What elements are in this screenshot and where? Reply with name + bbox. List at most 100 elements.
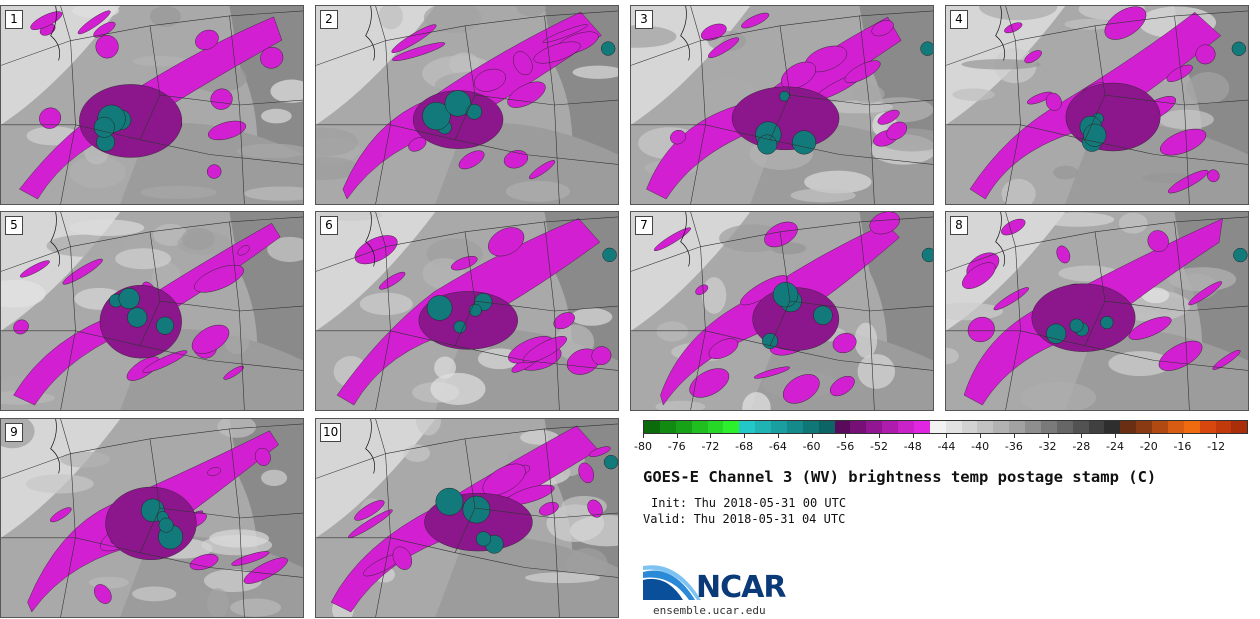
colorbar-segment <box>945 421 962 433</box>
colorbar-segment <box>866 421 883 433</box>
colorbar-segment <box>1136 421 1152 433</box>
valid-time: Valid: Thu 2018-05-31 04 UTC <box>643 512 846 526</box>
colorbar-segment <box>1088 421 1105 433</box>
member-panel: 10 <box>315 418 619 618</box>
colorbar-tick-mark <box>1047 434 1049 438</box>
member-number: 4 <box>950 10 968 29</box>
colorbar-tick-label: -40 <box>971 440 990 453</box>
colorbar-tick-mark <box>643 434 644 438</box>
brightness-temp-map <box>631 6 933 204</box>
brightness-temp-map <box>946 212 1248 410</box>
member-number: 8 <box>950 216 968 235</box>
colorbar-segment <box>771 421 787 433</box>
colorbar-tick-mark <box>1081 434 1083 438</box>
brightness-temp-map <box>316 212 618 410</box>
colorbar-tick-mark <box>676 434 678 438</box>
colorbar-segment <box>850 421 867 433</box>
colorbar-segment <box>1056 421 1073 433</box>
colorbar-tick-label: -52 <box>870 440 888 453</box>
colorbar-tick-label: -28 <box>1072 440 1091 453</box>
brightness-temp-map <box>1 419 303 617</box>
colorbar-tick-label: -16 <box>1173 440 1192 453</box>
colorbar-tick-label: -20 <box>1139 440 1158 453</box>
colorbar-tick-label: -60 <box>802 440 821 453</box>
colorbar-segment <box>707 421 724 433</box>
colorbar-ticks: -80 -76 -72 -68 -64 -60 -56 -52 -48 -44 -40 -36 -32 -… <box>634 434 1248 454</box>
colorbar-segment <box>1215 421 1232 433</box>
member-number: 6 <box>320 216 338 235</box>
colorbar-segment <box>786 421 803 433</box>
colorbar-segment <box>1120 421 1137 433</box>
colorbar-tick-mark <box>811 434 813 438</box>
plot-title: GOES-E Channel 3 (WV) brightness temp po… <box>643 468 1157 486</box>
colorbar-tick-label: -68 <box>735 440 754 453</box>
colorbar-segment <box>929 421 946 433</box>
member-panel: 2 <box>315 5 619 205</box>
colorbar-segment <box>961 421 978 433</box>
colorbar-tick-label: -32 <box>1038 440 1057 453</box>
colorbar-tick-label: -64 <box>768 440 787 453</box>
brightness-temp-map <box>1 6 303 204</box>
brightness-temp-map <box>316 419 618 617</box>
colorbar-tick-mark <box>710 434 712 438</box>
member-number: 9 <box>5 423 23 442</box>
colorbar-tick-label: -80 <box>634 440 652 453</box>
colorbar-tick-label: -48 <box>903 440 922 453</box>
colorbar-segment <box>1072 421 1089 433</box>
colorbar-segment <box>1040 421 1057 433</box>
colorbar-segment <box>913 421 930 433</box>
colorbar-tick-label: -56 <box>836 440 855 453</box>
colorbar-tick-mark <box>879 434 880 438</box>
colorbar-segment <box>723 421 740 433</box>
member-number: 3 <box>635 10 653 29</box>
colorbar-segment <box>691 421 708 433</box>
colorbar-segment <box>1025 421 1041 433</box>
colorbar-segment <box>1199 421 1216 433</box>
member-panel: 3 <box>630 5 934 205</box>
colorbar-tick-label: -44 <box>937 440 956 453</box>
member-panel: 6 <box>315 211 619 411</box>
colorbar-tick-mark <box>946 434 948 438</box>
ncar-logo-icon <box>643 565 701 600</box>
colorbar-tick-label: -24 <box>1106 440 1124 453</box>
member-panel: 9 <box>0 418 304 618</box>
member-number: 10 <box>320 423 342 442</box>
colorbar-segment <box>834 421 851 433</box>
member-panel: 4 <box>945 5 1249 205</box>
colorbar-tick-label: -76 <box>667 440 686 453</box>
init-time: Init: Thu 2018-05-31 00 UTC <box>651 496 847 510</box>
brightness-temp-map <box>1 212 303 410</box>
colorbar-tick-mark <box>744 434 746 438</box>
colorbar-segment <box>818 421 835 433</box>
member-number: 2 <box>320 10 338 29</box>
member-panel: 8 <box>945 211 1249 411</box>
colorbar-segment <box>977 421 994 433</box>
colorbar-tick-label: -72 <box>701 440 720 453</box>
colorbar-tick-mark <box>1013 434 1015 438</box>
colorbar-tick-mark <box>1182 434 1184 438</box>
colorbar-tick-mark <box>1148 434 1150 438</box>
colorbar <box>643 420 1248 434</box>
colorbar-tick-mark <box>1115 434 1116 438</box>
colorbar-segment <box>755 421 771 433</box>
colorbar-segment <box>644 421 660 433</box>
colorbar-segment <box>882 421 898 433</box>
site-url: ensemble.ucar.edu <box>653 604 766 617</box>
colorbar-segment <box>993 421 1010 433</box>
colorbar-tick-label: -36 <box>1004 440 1023 453</box>
colorbar-tick-mark <box>980 434 982 438</box>
member-number: 7 <box>635 216 653 235</box>
colorbar-segment <box>1152 421 1168 433</box>
colorbar-segment <box>802 421 819 433</box>
member-panel: 1 <box>0 5 304 205</box>
colorbar-segment <box>675 421 692 433</box>
colorbar-segment <box>1231 421 1248 433</box>
brightness-temp-map <box>631 212 933 410</box>
colorbar-tick-mark <box>912 434 914 438</box>
colorbar-segment <box>739 421 756 433</box>
colorbar-tick-mark <box>1216 434 1218 438</box>
colorbar-segment <box>1009 421 1025 433</box>
colorbar-tick-label: -12 <box>1207 440 1226 453</box>
member-number: 1 <box>5 10 23 29</box>
colorbar-segment <box>1183 421 1200 433</box>
